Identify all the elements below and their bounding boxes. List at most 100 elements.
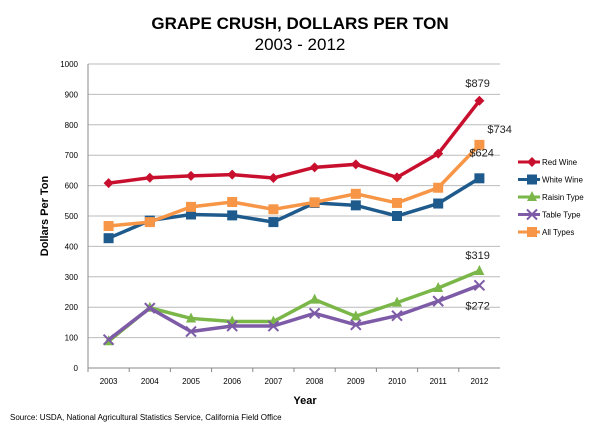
- series-line: [107, 283, 481, 342]
- legend-item: Red Wine: [518, 157, 578, 167]
- data-point: [309, 162, 320, 173]
- x-tick-label: 2003: [100, 377, 118, 386]
- data-point: [144, 302, 156, 314]
- data-point: [267, 320, 280, 332]
- data-point: [527, 227, 537, 237]
- data-point: [103, 233, 114, 244]
- data-point: [527, 191, 537, 201]
- source-note: Source: USDA, National Agricultural Stat…: [10, 413, 282, 422]
- y-tick-label: 100: [65, 334, 79, 343]
- data-point: [186, 312, 196, 323]
- data-point: [103, 178, 114, 189]
- series-line: [108, 99, 481, 185]
- x-tick-label: 2007: [265, 377, 283, 386]
- data-point: [433, 148, 444, 159]
- series-white-wine: [103, 173, 485, 244]
- data-point: [144, 217, 155, 228]
- data-point: [392, 296, 402, 307]
- legend-item: White Wine: [518, 174, 583, 185]
- data-point: [186, 209, 196, 220]
- data-point: [226, 320, 238, 332]
- series-all-types: [103, 139, 485, 232]
- data-label: $272: [465, 300, 489, 312]
- data-point: [102, 334, 115, 346]
- y-tick-label: 700: [65, 151, 79, 160]
- legend-item: All Types: [518, 227, 574, 237]
- data-point: [350, 319, 362, 331]
- data-label: $319: [465, 250, 489, 262]
- data-point: [433, 198, 444, 209]
- series-red-wine: [103, 95, 485, 189]
- y-tick-label: 400: [65, 242, 79, 251]
- data-point: [186, 170, 196, 181]
- x-tick-label: 2006: [223, 377, 241, 386]
- legend-label: White Wine: [542, 176, 583, 185]
- legend-item: Raisin Type: [518, 191, 584, 202]
- data-point: [144, 172, 155, 183]
- data-point: [392, 172, 402, 183]
- data-point: [350, 159, 361, 170]
- y-tick-label: 900: [65, 90, 79, 99]
- y-tick-label: 300: [65, 273, 79, 282]
- data-point: [392, 197, 402, 208]
- x-tick-label: 2005: [182, 377, 200, 386]
- data-point: [227, 210, 238, 221]
- data-point: [309, 197, 320, 208]
- data-point: [308, 307, 321, 319]
- series-line: [107, 269, 481, 343]
- data-point: [527, 174, 537, 185]
- data-point: [103, 221, 114, 232]
- series-line: [107, 176, 481, 240]
- data-point: [227, 197, 238, 208]
- data-point: [268, 173, 279, 183]
- data-point: [268, 217, 279, 228]
- data-point: [227, 169, 238, 180]
- y-tick-label: 1000: [60, 60, 78, 69]
- x-tick-label: 2004: [141, 377, 159, 386]
- x-tick-label: 2011: [430, 377, 448, 386]
- y-tick-label: 500: [65, 212, 79, 221]
- x-tick-label: 2009: [347, 377, 365, 386]
- chart-subtitle: 2003 - 2012: [255, 35, 346, 54]
- series-table-type: [102, 279, 486, 346]
- x-tick-label: 2010: [388, 377, 406, 386]
- legend-label: All Types: [542, 228, 574, 237]
- data-point: [527, 157, 537, 167]
- data-label: $879: [465, 78, 489, 90]
- data-point: [350, 188, 361, 199]
- legend-item: Table Type: [518, 208, 581, 221]
- data-point: [350, 310, 361, 321]
- y-tick-label: 200: [65, 303, 79, 312]
- data-point: [474, 265, 485, 276]
- legend-label: Table Type: [542, 211, 581, 220]
- x-tick-label: 2008: [306, 377, 324, 386]
- data-point: [350, 200, 361, 211]
- data-label: $734: [487, 124, 511, 136]
- legend-label: Raisin Type: [542, 193, 584, 202]
- chart-title: GRAPE CRUSH, DOLLARS PER TON: [151, 14, 448, 33]
- y-tick-label: 800: [65, 121, 79, 130]
- x-axis-label: Year: [293, 395, 317, 407]
- y-tick-label: 0: [74, 364, 79, 373]
- y-axis-label: Dollars Per Ton: [39, 175, 51, 256]
- series-line: [108, 143, 481, 228]
- data-point: [473, 279, 486, 292]
- data-point: [391, 310, 403, 322]
- data-point: [474, 95, 485, 106]
- data-point: [433, 282, 444, 293]
- data-point: [432, 295, 444, 307]
- legend-label: Red Wine: [542, 158, 578, 167]
- data-label: $624: [469, 147, 493, 159]
- data-point: [268, 204, 279, 215]
- x-tick-label: 2012: [471, 377, 489, 386]
- y-tick-label: 600: [65, 182, 79, 191]
- data-point: [474, 173, 485, 184]
- data-point: [392, 211, 402, 221]
- data-point: [474, 139, 485, 150]
- data-point: [185, 325, 197, 338]
- data-point: [526, 208, 538, 221]
- data-point: [309, 293, 320, 304]
- data-point: [186, 201, 196, 212]
